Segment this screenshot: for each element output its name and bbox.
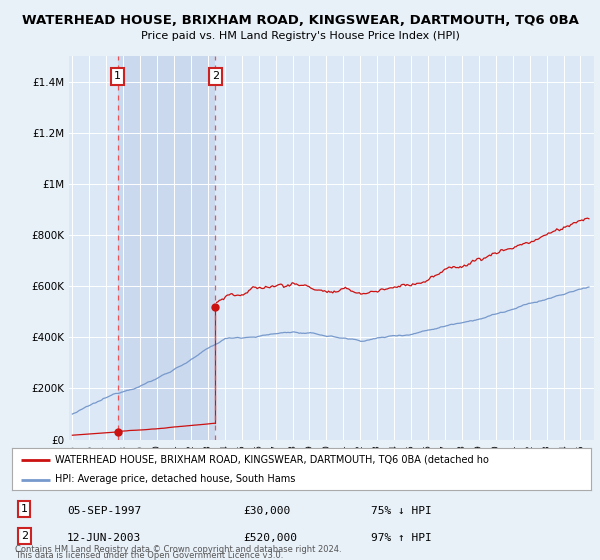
Text: 2: 2 xyxy=(20,531,28,541)
Text: Contains HM Land Registry data © Crown copyright and database right 2024.: Contains HM Land Registry data © Crown c… xyxy=(15,545,341,554)
Text: 1: 1 xyxy=(114,72,121,81)
Text: WATERHEAD HOUSE, BRIXHAM ROAD, KINGSWEAR, DARTMOUTH, TQ6 0BA: WATERHEAD HOUSE, BRIXHAM ROAD, KINGSWEAR… xyxy=(22,14,578,27)
Text: 2: 2 xyxy=(212,72,219,81)
Text: This data is licensed under the Open Government Licence v3.0.: This data is licensed under the Open Gov… xyxy=(15,551,283,560)
Text: 97% ↑ HPI: 97% ↑ HPI xyxy=(371,534,432,543)
Bar xyxy=(118,56,215,440)
Text: 1: 1 xyxy=(20,504,28,514)
Text: HPI: Average price, detached house, South Hams: HPI: Average price, detached house, Sout… xyxy=(55,474,296,484)
Text: £520,000: £520,000 xyxy=(244,534,298,543)
Text: Price paid vs. HM Land Registry's House Price Index (HPI): Price paid vs. HM Land Registry's House … xyxy=(140,31,460,41)
Text: £30,000: £30,000 xyxy=(244,506,291,516)
Text: 05-SEP-1997: 05-SEP-1997 xyxy=(67,506,141,516)
Text: WATERHEAD HOUSE, BRIXHAM ROAD, KINGSWEAR, DARTMOUTH, TQ6 0BA (detached ho: WATERHEAD HOUSE, BRIXHAM ROAD, KINGSWEAR… xyxy=(55,455,490,465)
Text: 75% ↓ HPI: 75% ↓ HPI xyxy=(371,506,432,516)
Text: 12-JUN-2003: 12-JUN-2003 xyxy=(67,534,141,543)
